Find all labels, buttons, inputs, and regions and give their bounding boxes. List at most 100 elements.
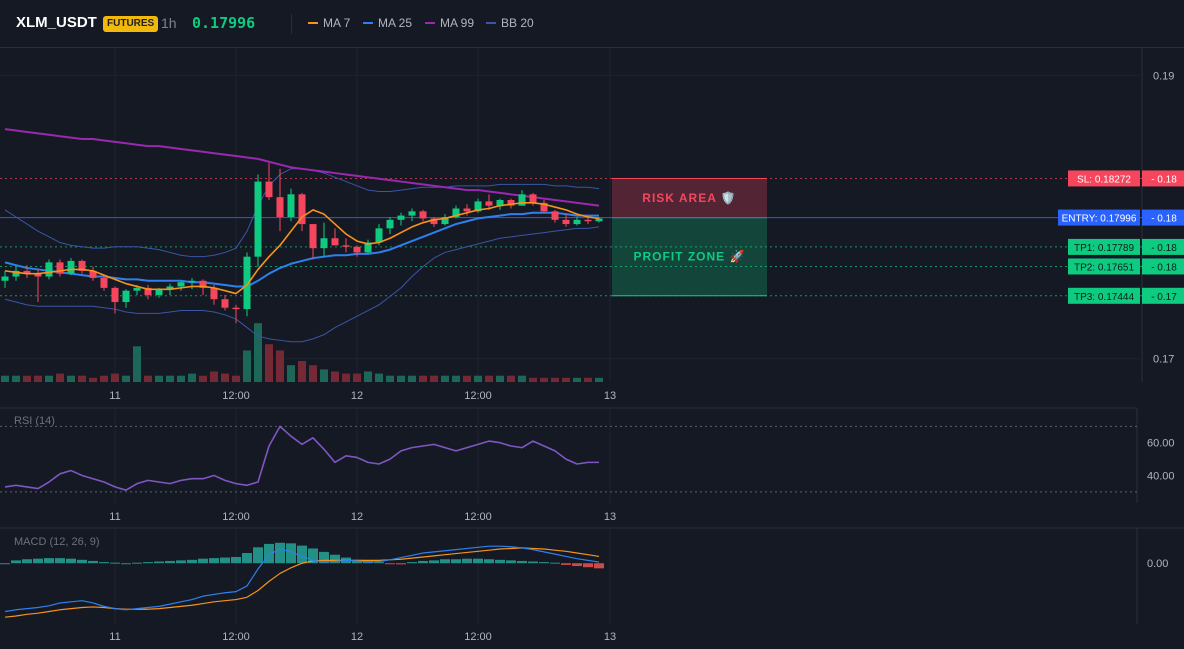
- candle-body: [375, 228, 383, 243]
- macd-histogram-bar: [121, 563, 131, 565]
- candle-body: [276, 197, 284, 217]
- symbol-label[interactable]: XLM_USDT: [16, 14, 97, 31]
- candle-body: [23, 270, 31, 274]
- volume-bar: [89, 377, 97, 382]
- macd-histogram-bar: [220, 557, 230, 564]
- macd-histogram-bar: [396, 563, 406, 565]
- macd-histogram-bar: [418, 560, 428, 564]
- volume-bar: [254, 323, 262, 382]
- legend-ma25-label: MA 25: [378, 16, 413, 30]
- macd-histogram-bar: [11, 560, 21, 564]
- macd-x-tick-label: 12: [351, 631, 363, 643]
- volume-bar: [518, 375, 526, 382]
- macd-histogram-bar: [55, 558, 65, 564]
- macd-histogram-bar: [110, 562, 120, 564]
- rsi-x-tick-label: 13: [604, 511, 616, 523]
- macd-x-tick-label: 12:00: [222, 631, 250, 643]
- candle-body: [364, 242, 372, 253]
- level-axis-value: - 0.17: [1151, 292, 1177, 303]
- level-axis-value: - 0.18: [1151, 243, 1177, 254]
- legend-ma99[interactable]: MA 99: [425, 16, 474, 30]
- macd-histogram-bar: [44, 558, 54, 564]
- rsi-x-tick-label: 11: [109, 511, 120, 523]
- legend-ma25[interactable]: MA 25: [363, 16, 412, 30]
- legend-bb20[interactable]: BB 20: [486, 16, 534, 30]
- candle-body: [100, 277, 108, 288]
- volume-bar: [199, 375, 207, 382]
- candle-body: [551, 211, 559, 220]
- macd-histogram-bar: [209, 558, 219, 564]
- macd-histogram-bar: [275, 542, 285, 564]
- volume-bar: [529, 377, 537, 382]
- volume-bar: [276, 350, 284, 382]
- candle-body: [177, 282, 185, 287]
- price-x-tick-label: 12: [351, 390, 363, 402]
- candle-body: [397, 215, 405, 220]
- candle-body: [1, 276, 9, 281]
- volume-bar: [507, 375, 515, 382]
- macd-histogram-bar: [66, 558, 76, 564]
- candle-body: [287, 194, 295, 217]
- volume-bar: [210, 371, 218, 382]
- macd-histogram-bar: [253, 547, 263, 564]
- macd-histogram-bar: [594, 563, 604, 569]
- macd-histogram-bar: [154, 561, 164, 564]
- price-x-tick-label: 12:00: [464, 390, 492, 402]
- macd-histogram-bar: [33, 558, 43, 564]
- chart-canvas[interactable]: 0.19 0.17 RISK AREA 🛡️ PROFIT ZONE 🚀 SL: 0.1…: [0, 48, 1184, 649]
- volume-bar: [595, 377, 603, 382]
- candle-body: [485, 201, 493, 206]
- macd-histogram-bar: [143, 562, 153, 564]
- candle-body: [496, 199, 504, 206]
- level-axis-tag-tp: [1142, 238, 1184, 255]
- level-axis-value: - 0.18: [1151, 262, 1177, 273]
- volume-bar: [309, 365, 317, 382]
- candle-body: [144, 287, 152, 295]
- macd-histogram-bar: [583, 563, 593, 568]
- rsi-panel-title: RSI (14): [14, 415, 55, 427]
- macd-histogram-bar: [473, 558, 483, 564]
- price-x-tick-label: 12:00: [222, 390, 250, 402]
- rsi-y-tick-label: 40.00: [1147, 470, 1175, 482]
- volume-bar: [221, 373, 229, 382]
- candle-body: [210, 287, 218, 300]
- macd-y-tick-label: 0.00: [1147, 558, 1168, 570]
- price-x-tick-label: 13: [604, 390, 616, 402]
- macd-histogram-bar: [528, 561, 538, 564]
- candle-body: [122, 290, 130, 303]
- macd-histogram-bar: [451, 559, 461, 564]
- volume-bar: [430, 375, 438, 382]
- candle-body: [34, 273, 42, 277]
- ma7-swatch-icon: [308, 21, 318, 24]
- macd-histogram-bar: [198, 558, 208, 564]
- volume-bar: [34, 375, 42, 382]
- volume-bar: [551, 377, 559, 382]
- timeframe-label[interactable]: 1h: [161, 15, 177, 31]
- legend-ma7-label: MA 7: [323, 16, 351, 30]
- macd-histogram-bar: [429, 560, 439, 564]
- macd-histogram-bar: [572, 563, 582, 567]
- volume-bar: [375, 373, 383, 382]
- candle-body: [320, 238, 328, 249]
- price-x-tick-label: 11: [109, 390, 120, 402]
- volume-bar: [584, 377, 592, 382]
- volume-bar: [232, 375, 240, 382]
- macd-histogram-bar: [264, 543, 274, 564]
- macd-panel-title: MACD (12, 26, 9): [14, 536, 100, 548]
- level-axis-tag-sl: [1142, 170, 1184, 187]
- last-price: 0.17996: [192, 14, 256, 32]
- volume-bar: [397, 375, 405, 382]
- macd-histogram-bar: [484, 559, 494, 564]
- legend-ma7[interactable]: MA 7: [308, 16, 350, 30]
- volume-bar: [100, 375, 108, 382]
- volume-bar: [1, 375, 9, 382]
- macd-histogram-bar: [385, 563, 395, 565]
- volume-bar: [408, 375, 416, 382]
- macd-histogram-bar: [495, 559, 505, 564]
- volume-bar: [353, 373, 361, 382]
- candle-body: [221, 299, 229, 308]
- candle-body: [573, 219, 581, 225]
- level-tag-entry: [1058, 209, 1140, 226]
- macd-histogram-bar: [407, 562, 417, 564]
- level-tag-label: TP1: 0.17789: [1074, 243, 1134, 254]
